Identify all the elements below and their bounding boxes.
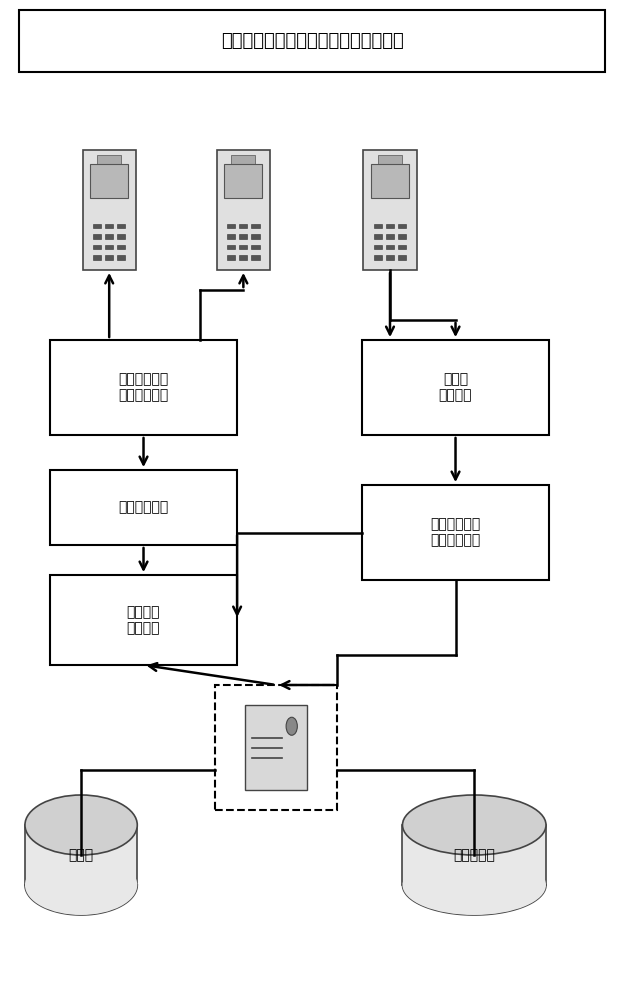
Bar (386, 224, 394, 228)
Bar (105, 255, 114, 260)
Bar (82, 150, 135, 270)
Text: 移动端
填报数据: 移动端 填报数据 (439, 372, 472, 403)
Bar (371, 164, 409, 198)
Bar (117, 255, 125, 260)
Text: 配置表单字段: 配置表单字段 (119, 500, 168, 514)
Bar (374, 245, 382, 249)
Bar (227, 224, 235, 228)
Text: 移动端采集数
据上传服务器: 移动端采集数 据上传服务器 (431, 517, 480, 548)
Bar (362, 340, 549, 435)
Text: 移动端可定制表格数据采集程序架构图: 移动端可定制表格数据采集程序架构图 (221, 32, 403, 50)
Text: 采集数据库: 采集数据库 (453, 848, 495, 862)
Polygon shape (25, 825, 137, 885)
Bar (245, 705, 308, 790)
Bar (105, 224, 114, 228)
Bar (227, 245, 235, 249)
Ellipse shape (402, 795, 546, 855)
Bar (362, 485, 549, 580)
Bar (374, 255, 382, 260)
Bar (232, 155, 255, 164)
Bar (239, 224, 248, 228)
Bar (50, 340, 237, 435)
Bar (398, 224, 406, 228)
Bar (374, 224, 382, 228)
Bar (93, 224, 101, 228)
Bar (227, 255, 235, 260)
Bar (117, 245, 125, 249)
Bar (251, 255, 260, 260)
Bar (386, 234, 394, 239)
Bar (374, 234, 382, 239)
Bar (239, 255, 248, 260)
Ellipse shape (25, 855, 137, 915)
Bar (239, 245, 248, 249)
Bar (224, 164, 263, 198)
Bar (93, 234, 101, 239)
Bar (50, 575, 237, 665)
Polygon shape (402, 825, 546, 885)
Bar (386, 255, 394, 260)
Text: 推送采集表单
任务到移动端: 推送采集表单 任务到移动端 (119, 372, 168, 403)
Bar (93, 255, 101, 260)
Text: 服务器端
定义表单: 服务器端 定义表单 (127, 605, 160, 635)
Bar (239, 234, 248, 239)
Bar (251, 224, 260, 228)
Bar (105, 234, 114, 239)
Text: 字段库: 字段库 (69, 848, 94, 862)
Bar (117, 234, 125, 239)
Bar (105, 245, 114, 249)
Bar (227, 234, 235, 239)
Bar (93, 245, 101, 249)
Bar (398, 234, 406, 239)
Bar (363, 150, 417, 270)
Bar (398, 245, 406, 249)
Bar (386, 245, 394, 249)
Bar (251, 234, 260, 239)
Bar (251, 245, 260, 249)
Bar (398, 255, 406, 260)
Bar (217, 150, 270, 270)
Bar (97, 155, 121, 164)
Bar (215, 685, 337, 810)
Bar (90, 164, 129, 198)
Bar (50, 470, 237, 545)
Ellipse shape (25, 795, 137, 855)
Ellipse shape (402, 855, 546, 915)
Bar (378, 155, 402, 164)
Bar (19, 10, 605, 72)
Circle shape (286, 717, 297, 735)
Bar (117, 224, 125, 228)
